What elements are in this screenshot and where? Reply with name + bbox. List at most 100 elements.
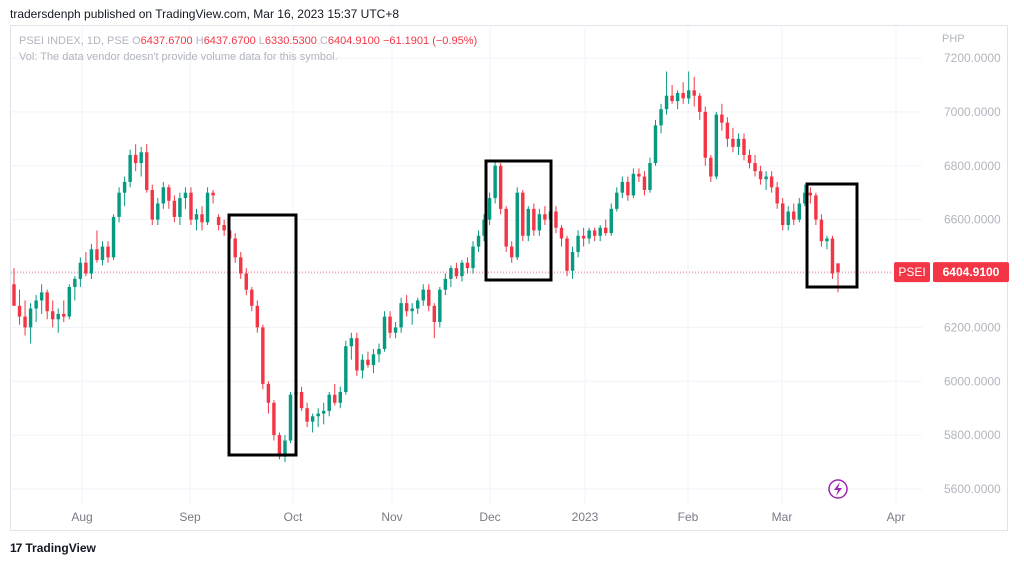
candle-body[interactable]: [465, 262, 470, 269]
candle-body[interactable]: [172, 200, 177, 217]
candle-body[interactable]: [482, 219, 486, 236]
candle-body[interactable]: [598, 227, 602, 236]
candle-body[interactable]: [78, 262, 83, 279]
candle-body[interactable]: [56, 313, 60, 320]
candle-body[interactable]: [222, 225, 226, 231]
candle-body[interactable]: [449, 268, 453, 279]
candle-body[interactable]: [565, 238, 569, 271]
candle-body[interactable]: [720, 114, 724, 123]
candle-body[interactable]: [393, 327, 398, 333]
candle-body[interactable]: [382, 316, 387, 349]
candle-body[interactable]: [620, 181, 625, 193]
candle-body[interactable]: [344, 346, 348, 393]
candle-body[interactable]: [532, 208, 536, 231]
candle-body[interactable]: [587, 230, 591, 239]
candle-body[interactable]: [819, 219, 824, 242]
candle-body[interactable]: [316, 413, 320, 417]
candle-body[interactable]: [128, 154, 132, 182]
candle-body[interactable]: [283, 440, 287, 457]
candle-body[interactable]: [747, 154, 752, 164]
candle-body[interactable]: [808, 192, 813, 196]
candle-body[interactable]: [167, 187, 171, 201]
candle-body[interactable]: [321, 410, 326, 414]
candle-body[interactable]: [255, 305, 260, 328]
candle-body[interactable]: [122, 181, 127, 193]
candle-body[interactable]: [653, 125, 658, 164]
candle-body[interactable]: [12, 284, 16, 306]
candle-body[interactable]: [742, 138, 746, 155]
candle-body[interactable]: [156, 203, 160, 220]
candle-body[interactable]: [371, 354, 376, 366]
candle-body[interactable]: [692, 90, 696, 96]
candle-body[interactable]: [675, 93, 680, 102]
candle-body[interactable]: [559, 227, 564, 239]
candle-body[interactable]: [404, 303, 409, 312]
candle-body[interactable]: [95, 249, 99, 261]
candle-body[interactable]: [161, 187, 166, 204]
candle-body[interactable]: [487, 198, 492, 220]
candle-body[interactable]: [543, 214, 547, 220]
candle-body[interactable]: [50, 311, 55, 320]
candle-body[interactable]: [410, 308, 414, 312]
candle-body[interactable]: [377, 348, 381, 355]
candle-body[interactable]: [355, 338, 359, 371]
annotation-box[interactable]: [805, 182, 859, 289]
candle-body[interactable]: [769, 176, 774, 188]
candle-body[interactable]: [537, 214, 542, 231]
candle-body[interactable]: [117, 192, 121, 217]
candle-body[interactable]: [681, 93, 685, 99]
candle-body[interactable]: [454, 268, 459, 277]
candle-body[interactable]: [360, 359, 365, 371]
candle-body[interactable]: [288, 394, 293, 441]
candle-body[interactable]: [39, 292, 44, 301]
candle-body[interactable]: [631, 173, 636, 196]
candle-body[interactable]: [388, 316, 392, 333]
candle-body[interactable]: [333, 394, 337, 403]
candle-body[interactable]: [189, 192, 193, 220]
candle-body[interactable]: [67, 286, 72, 317]
candle-body[interactable]: [615, 192, 619, 209]
candle-body[interactable]: [576, 235, 580, 252]
candle-body[interactable]: [476, 235, 481, 247]
candle-body[interactable]: [305, 408, 309, 422]
candle-body[interactable]: [17, 305, 22, 317]
candle-body[interactable]: [670, 95, 674, 102]
candle-body[interactable]: [493, 165, 497, 199]
lightning-icon[interactable]: [828, 479, 848, 499]
candle-body[interactable]: [216, 216, 221, 226]
candle-body[interactable]: [421, 289, 425, 301]
candle-body[interactable]: [637, 173, 641, 177]
candle-body[interactable]: [792, 211, 796, 220]
candle-body[interactable]: [133, 154, 138, 164]
candle-body[interactable]: [526, 208, 531, 236]
candle-body[interactable]: [642, 176, 647, 190]
candle-body[interactable]: [736, 138, 741, 147]
candle-body[interactable]: [686, 90, 691, 99]
candle-body[interactable]: [106, 246, 110, 258]
candle-body[interactable]: [581, 235, 586, 239]
candle-body[interactable]: [659, 109, 663, 126]
candle-body[interactable]: [521, 192, 525, 236]
annotation-box[interactable]: [484, 159, 553, 282]
candle-body[interactable]: [443, 278, 448, 290]
candle-body[interactable]: [758, 171, 763, 180]
candle-body[interactable]: [415, 300, 420, 309]
candle-body[interactable]: [725, 122, 730, 139]
candle-body[interactable]: [803, 192, 807, 204]
candle-body[interactable]: [244, 273, 248, 290]
annotation-box[interactable]: [227, 213, 298, 457]
candle-body[interactable]: [786, 211, 790, 226]
candle-body[interactable]: [62, 313, 66, 317]
candle-body[interactable]: [825, 238, 829, 242]
candle-body[interactable]: [498, 165, 503, 209]
candle-body[interactable]: [515, 192, 519, 258]
candle-body[interactable]: [714, 114, 719, 177]
candle-body[interactable]: [797, 203, 802, 220]
candle-body[interactable]: [28, 308, 33, 328]
candle-body[interactable]: [310, 416, 315, 422]
candle-body[interactable]: [570, 251, 575, 271]
candle-body[interactable]: [510, 246, 514, 258]
candle-body[interactable]: [150, 189, 154, 220]
candle-body[interactable]: [836, 263, 840, 273]
candle-body[interactable]: [145, 152, 149, 190]
